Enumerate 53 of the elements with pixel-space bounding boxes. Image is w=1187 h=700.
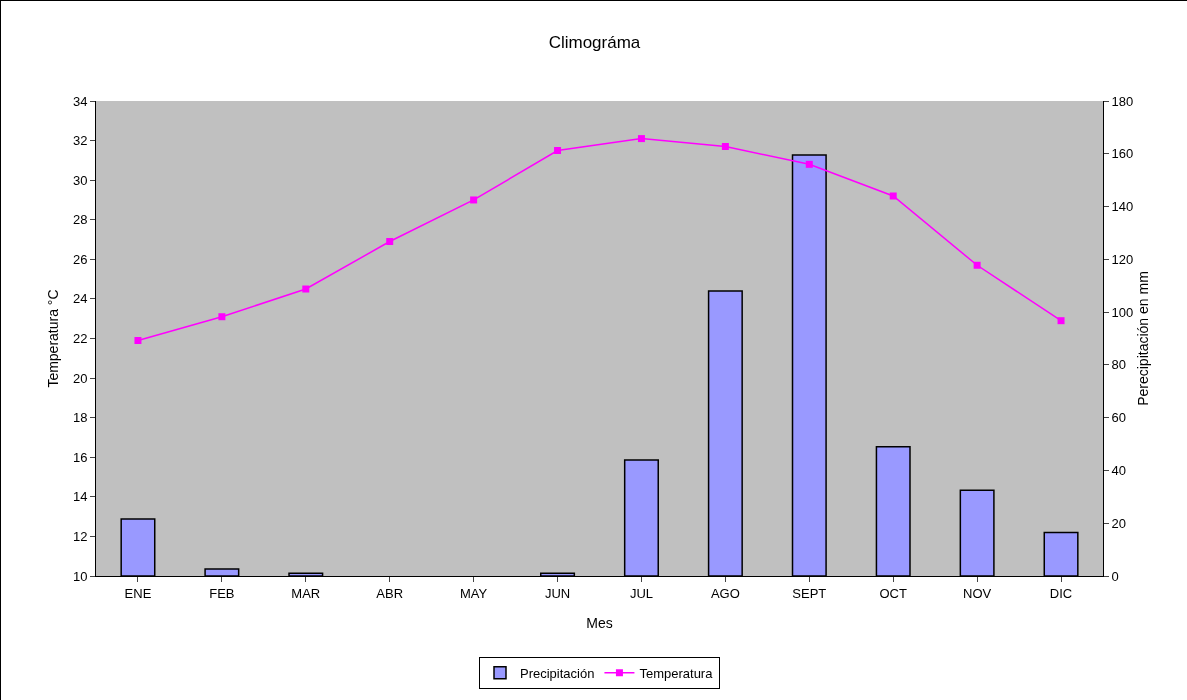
x-tick-label: FEB — [209, 585, 235, 601]
chart-title: Climográma — [548, 32, 641, 52]
y-tick-label: 10 — [72, 568, 88, 584]
y2-tick-label: 40 — [1111, 462, 1127, 478]
y2-tick-label: 140 — [1111, 199, 1134, 215]
y2-tick-label: 160 — [1111, 146, 1134, 162]
x-tick-label: SEPT — [792, 585, 827, 601]
y-tick-label: 34 — [72, 93, 88, 109]
x-tick-label: AGO — [710, 585, 740, 601]
point — [889, 192, 897, 200]
y-tick-label: 20 — [72, 370, 88, 386]
y2-tick-label: 80 — [1111, 357, 1127, 373]
y-tick-label: 18 — [72, 410, 88, 426]
y-tick-label: 26 — [72, 251, 88, 267]
legend-label: Temperatura — [639, 665, 714, 681]
y-tick-label: 28 — [72, 212, 88, 228]
x-tick-label: DIC — [1049, 585, 1073, 601]
x-tick-label: JUN — [544, 585, 571, 601]
x-tick-label: NOV — [963, 585, 992, 601]
x-tick-label: MAY — [460, 585, 488, 601]
x-tick-label: JUL — [629, 585, 654, 601]
point — [637, 135, 645, 143]
y2-tick-label: 100 — [1111, 304, 1134, 320]
point — [973, 261, 981, 269]
y-tick-label: 30 — [72, 172, 88, 188]
x-tick-label: ABR — [376, 585, 404, 601]
point — [1057, 317, 1065, 325]
y-tick-label: 16 — [72, 449, 88, 465]
y2-tick-label: 180 — [1111, 93, 1134, 109]
y-tick-label: 22 — [72, 331, 88, 347]
legend-label: Precipitación — [520, 665, 595, 681]
y-tick-label: 24 — [72, 291, 88, 307]
point — [805, 160, 813, 168]
point — [134, 336, 142, 344]
y2-tick-label: 20 — [1111, 515, 1127, 531]
y-axis-title: Temperatura °C — [45, 289, 61, 388]
y2-tick-label: 60 — [1111, 410, 1127, 426]
point — [554, 146, 562, 154]
point — [302, 285, 310, 293]
point — [470, 196, 478, 204]
point — [218, 313, 226, 321]
point — [386, 238, 394, 246]
y2-axis-title: Perecipitación en mm — [1135, 271, 1152, 406]
y-tick-label: 12 — [72, 528, 88, 544]
y2-tick-label: 0 — [1111, 568, 1119, 584]
y-tick-label: 32 — [72, 133, 88, 149]
x-tick-label: ENE — [124, 585, 152, 601]
x-tick-label: MAR — [291, 585, 321, 601]
y2-tick-label: 120 — [1111, 251, 1134, 267]
y-tick-label: 14 — [72, 489, 88, 505]
x-axis-title: Mes — [586, 615, 613, 631]
point — [721, 143, 729, 151]
x-tick-label: OCT — [879, 585, 907, 601]
